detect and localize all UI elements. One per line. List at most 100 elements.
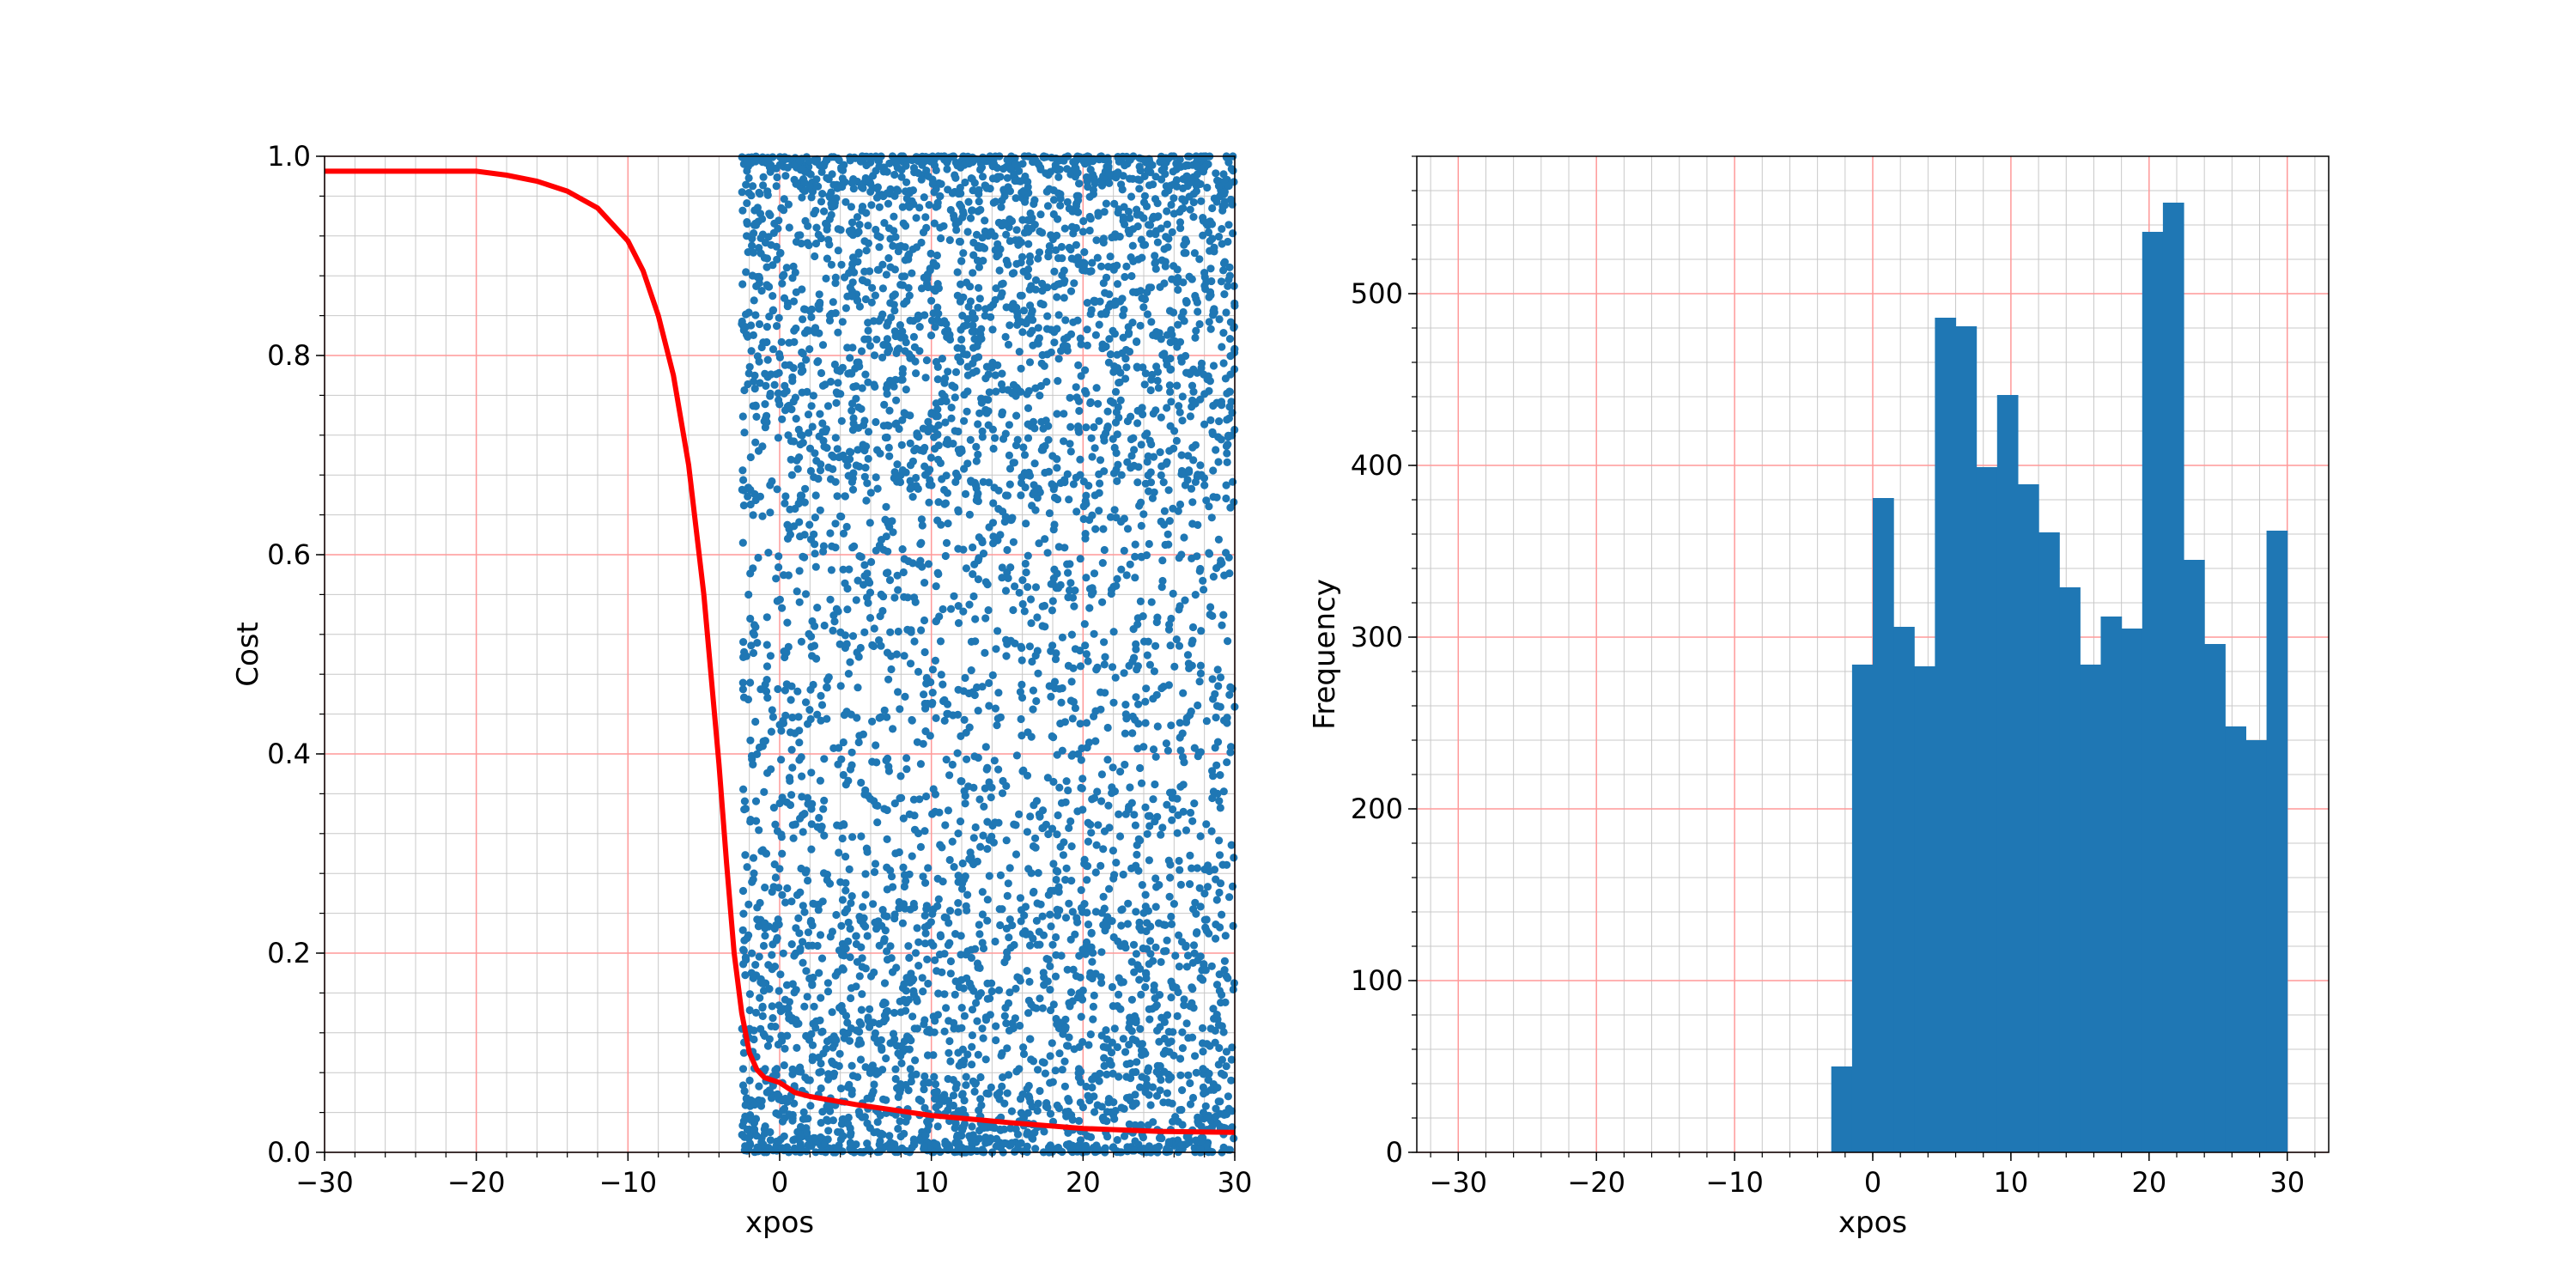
scatter-point bbox=[1030, 424, 1039, 433]
scatter-point bbox=[1144, 452, 1152, 461]
scatter-point bbox=[1116, 768, 1125, 776]
scatter-point bbox=[930, 1072, 939, 1081]
scatter-point bbox=[867, 201, 876, 210]
scatter-point bbox=[848, 399, 857, 408]
scatter-point bbox=[817, 993, 825, 1002]
scatter-point bbox=[823, 714, 831, 723]
scatter-point bbox=[825, 316, 835, 325]
scatter-point bbox=[860, 561, 869, 569]
scatter-point bbox=[884, 519, 892, 528]
scatter-point bbox=[1072, 156, 1081, 165]
scatter-point bbox=[827, 566, 836, 574]
scatter-point bbox=[1222, 1062, 1230, 1071]
scatter-point bbox=[748, 271, 757, 280]
scatter-point bbox=[799, 315, 807, 324]
scatter-point bbox=[773, 597, 781, 605]
scatter-point bbox=[1083, 341, 1091, 349]
scatter-point bbox=[924, 172, 933, 180]
scatter-point bbox=[756, 993, 764, 1002]
scatter-point bbox=[1149, 795, 1157, 804]
scatter-point bbox=[1218, 401, 1226, 410]
scatter-point bbox=[1109, 398, 1117, 407]
scatter-point bbox=[781, 361, 789, 369]
scatter-point bbox=[1146, 283, 1156, 292]
scatter-point bbox=[1144, 811, 1152, 820]
scatter-point bbox=[848, 218, 857, 227]
scatter-point bbox=[1209, 401, 1218, 410]
scatter-point bbox=[1174, 320, 1182, 329]
scatter-point bbox=[1008, 921, 1017, 930]
scatter-point bbox=[972, 999, 981, 1007]
scatter-point bbox=[741, 953, 750, 962]
scatter-point bbox=[1203, 183, 1212, 192]
scatter-point bbox=[1178, 1086, 1187, 1095]
scatter-point bbox=[806, 918, 815, 927]
scatter-point bbox=[1191, 591, 1200, 599]
scatter-point bbox=[965, 723, 974, 732]
scatter-point bbox=[853, 957, 862, 966]
scatter-point bbox=[957, 777, 965, 786]
scatter-point bbox=[905, 953, 914, 963]
scatter-point bbox=[1218, 860, 1227, 869]
scatter-point bbox=[1186, 851, 1194, 860]
scatter-point bbox=[916, 842, 925, 852]
scatter-point bbox=[1145, 856, 1153, 865]
scatter-point bbox=[1119, 870, 1127, 879]
scatter-point bbox=[861, 870, 870, 878]
scatter-point bbox=[739, 909, 748, 918]
scatter-point bbox=[1151, 641, 1160, 650]
scatter-point bbox=[1009, 605, 1018, 615]
scatter-point bbox=[1141, 697, 1150, 706]
scatter-point bbox=[1056, 201, 1065, 210]
scatter-point bbox=[790, 337, 799, 346]
scatter-point bbox=[918, 521, 927, 530]
scatter-point bbox=[951, 383, 959, 392]
scatter-point bbox=[1120, 546, 1128, 556]
scatter-point bbox=[1061, 316, 1070, 325]
scatter-point bbox=[1071, 645, 1079, 653]
scatter-point bbox=[811, 540, 819, 549]
scatter-point bbox=[957, 163, 965, 172]
scatter-point bbox=[897, 1059, 906, 1067]
scatter-point bbox=[902, 386, 910, 394]
scatter-point bbox=[1062, 1140, 1072, 1149]
scatter-point bbox=[1077, 1078, 1085, 1086]
scatter-point bbox=[1019, 1049, 1029, 1059]
scatter-point bbox=[769, 228, 778, 237]
scatter-point bbox=[962, 1072, 970, 1081]
scatter-point bbox=[738, 466, 747, 475]
scatter-point bbox=[774, 434, 783, 442]
scatter-point bbox=[977, 334, 986, 343]
scatter-point bbox=[766, 1127, 775, 1137]
scatter-point bbox=[918, 562, 927, 571]
scatter-point bbox=[858, 384, 866, 392]
scatter-point bbox=[1103, 723, 1112, 732]
scatter-point bbox=[1139, 908, 1148, 917]
scatter-point bbox=[964, 302, 973, 311]
scatter-point bbox=[852, 982, 860, 991]
scatter-point bbox=[1031, 285, 1040, 294]
scatter-point bbox=[860, 237, 869, 246]
scatter-point bbox=[998, 789, 1007, 798]
scatter-point bbox=[1005, 915, 1014, 924]
scatter-point bbox=[1018, 1091, 1027, 1099]
scatter-point bbox=[1218, 621, 1226, 629]
scatter-point bbox=[985, 478, 993, 487]
scatter-point bbox=[763, 187, 772, 196]
scatter-point bbox=[1194, 1120, 1203, 1128]
scatter-point bbox=[1206, 288, 1215, 296]
scatter-point bbox=[1017, 491, 1025, 500]
scatter-point bbox=[1121, 701, 1130, 709]
scatter-point bbox=[766, 389, 775, 398]
scatter-point bbox=[1128, 1035, 1137, 1043]
scatter-point bbox=[957, 732, 965, 741]
scatter-point bbox=[861, 295, 871, 304]
scatter-point bbox=[846, 447, 854, 456]
scatter-point bbox=[1170, 262, 1178, 270]
scatter-point bbox=[1175, 963, 1183, 971]
scatter-point bbox=[1135, 975, 1144, 984]
scatter-point bbox=[1086, 215, 1095, 223]
scatter-point bbox=[1025, 285, 1034, 294]
scatter-point bbox=[817, 1147, 826, 1156]
scatter-point bbox=[1172, 436, 1181, 445]
